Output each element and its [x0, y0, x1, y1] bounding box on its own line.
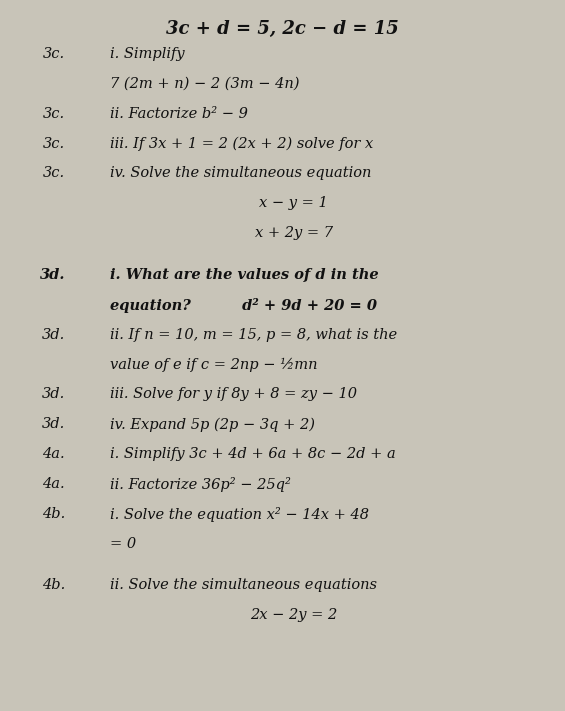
Text: ii. Factorize 36p² − 25q²: ii. Factorize 36p² − 25q² [110, 477, 291, 492]
Text: i. Simplify: i. Simplify [110, 47, 185, 61]
Text: 3d.: 3d. [40, 268, 65, 282]
Text: iv. Solve the simultaneous equation: iv. Solve the simultaneous equation [110, 166, 372, 181]
Text: 3c.: 3c. [43, 107, 65, 121]
Text: x + 2y = 7: x + 2y = 7 [255, 226, 333, 240]
Text: 7 (2m + n) − 2 (3m − 4n): 7 (2m + n) − 2 (3m − 4n) [110, 77, 299, 91]
Text: i. Solve the equation x² − 14x + 48: i. Solve the equation x² − 14x + 48 [110, 507, 369, 522]
Text: 3d.: 3d. [42, 417, 65, 431]
Text: i. What are the values of d in the: i. What are the values of d in the [110, 268, 379, 282]
Text: value of e if c = 2np − ½mn: value of e if c = 2np − ½mn [110, 358, 318, 372]
Text: ii. Factorize b² − 9: ii. Factorize b² − 9 [110, 107, 248, 121]
Text: 3d.: 3d. [42, 328, 65, 341]
Text: 4b.: 4b. [42, 507, 65, 520]
Text: 2x − 2y = 2: 2x − 2y = 2 [250, 609, 337, 622]
Text: equation?          d² + 9d + 20 = 0: equation? d² + 9d + 20 = 0 [110, 298, 377, 313]
Text: iii. If 3x + 1 = 2 (2x + 2) solve for x: iii. If 3x + 1 = 2 (2x + 2) solve for x [110, 137, 373, 151]
Text: iii. Solve for y if 8y + 8 = zy − 10: iii. Solve for y if 8y + 8 = zy − 10 [110, 387, 357, 401]
Text: x − y = 1: x − y = 1 [259, 196, 328, 210]
Text: 3c.: 3c. [43, 47, 65, 61]
Text: 4a.: 4a. [42, 477, 65, 491]
Text: i. Simplify 3c + 4d + 6a + 8c − 2d + a: i. Simplify 3c + 4d + 6a + 8c − 2d + a [110, 447, 396, 461]
Text: 3c.: 3c. [43, 137, 65, 151]
Text: 4b.: 4b. [42, 579, 65, 592]
Text: 3d.: 3d. [42, 387, 65, 401]
Text: 3c + d = 5, 2c − d = 15: 3c + d = 5, 2c − d = 15 [166, 20, 399, 38]
Text: 3c.: 3c. [43, 166, 65, 181]
Text: 4a.: 4a. [42, 447, 65, 461]
Text: ii. Solve the simultaneous equations: ii. Solve the simultaneous equations [110, 579, 377, 592]
Text: iv. Expand 5p (2p − 3q + 2): iv. Expand 5p (2p − 3q + 2) [110, 417, 315, 432]
Text: = 0: = 0 [110, 537, 136, 550]
Text: ii. If n = 10, m = 15, p = 8, what is the: ii. If n = 10, m = 15, p = 8, what is th… [110, 328, 397, 341]
